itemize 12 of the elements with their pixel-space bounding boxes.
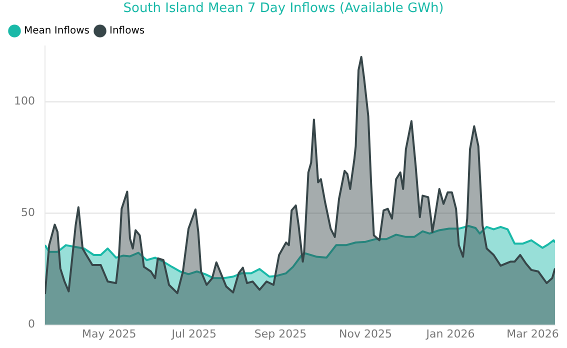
y-tick-label: 50 xyxy=(20,206,35,220)
x-tick-label: Jan 2026 xyxy=(425,327,475,340)
chart-title: South Island Mean 7 Day Inflows (Available GWh) xyxy=(122,0,445,18)
y-tick-label: 0 xyxy=(28,318,35,331)
y-tick-label: 100 xyxy=(14,94,35,108)
x-tick-label: Nov 2025 xyxy=(339,327,392,340)
x-tick-label: Mar 2026 xyxy=(506,327,559,340)
x-tick-label: Sep 2025 xyxy=(254,327,307,340)
legend-label: Inflows xyxy=(110,26,145,37)
x-tick-label: Jul 2025 xyxy=(170,327,216,340)
x-tick-label: May 2025 xyxy=(82,327,136,340)
legend-label: Mean Inflows xyxy=(24,26,90,37)
